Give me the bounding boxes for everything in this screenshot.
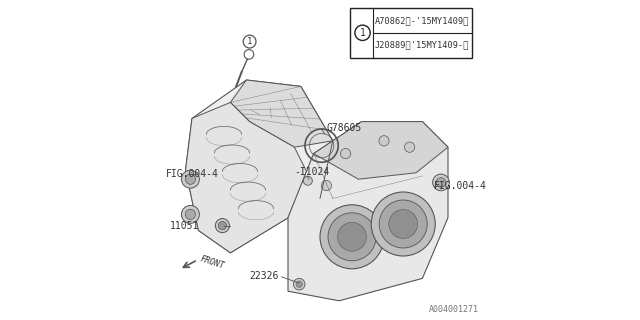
Circle shape [379,136,389,146]
Circle shape [186,174,196,184]
Circle shape [293,278,305,290]
Polygon shape [288,122,448,301]
Text: FIG.004-4: FIG.004-4 [166,169,219,180]
Text: -I1024: -I1024 [294,167,330,177]
Circle shape [389,210,417,238]
Text: A004001271: A004001271 [428,305,479,314]
Circle shape [433,174,449,191]
Circle shape [355,25,370,41]
Circle shape [218,221,227,230]
Polygon shape [314,122,448,179]
Circle shape [320,205,384,269]
Circle shape [371,192,435,256]
Circle shape [182,170,200,188]
Circle shape [321,180,332,191]
Circle shape [338,222,367,251]
Circle shape [303,176,312,185]
Text: 1: 1 [247,37,252,46]
Bar [351,8,472,58]
Circle shape [243,35,256,48]
Circle shape [296,281,302,287]
Circle shape [215,219,230,233]
Circle shape [186,209,196,220]
Polygon shape [186,80,333,253]
Polygon shape [186,102,320,253]
Text: FRONT: FRONT [199,254,225,270]
Circle shape [340,148,351,159]
Text: 11051: 11051 [170,220,200,231]
Text: J20889（'15MY1409-）: J20889（'15MY1409-） [375,40,469,49]
Circle shape [379,200,428,248]
Circle shape [404,142,415,152]
Polygon shape [230,80,333,147]
Circle shape [328,213,376,261]
Text: FIG.004-4: FIG.004-4 [434,180,486,191]
Circle shape [182,205,200,223]
Circle shape [436,178,445,187]
Text: A70862（-'15MY1409）: A70862（-'15MY1409） [375,16,469,25]
Text: 22326: 22326 [250,271,279,281]
Text: 1: 1 [360,28,365,38]
Circle shape [244,50,254,59]
Text: G78605: G78605 [326,123,362,133]
